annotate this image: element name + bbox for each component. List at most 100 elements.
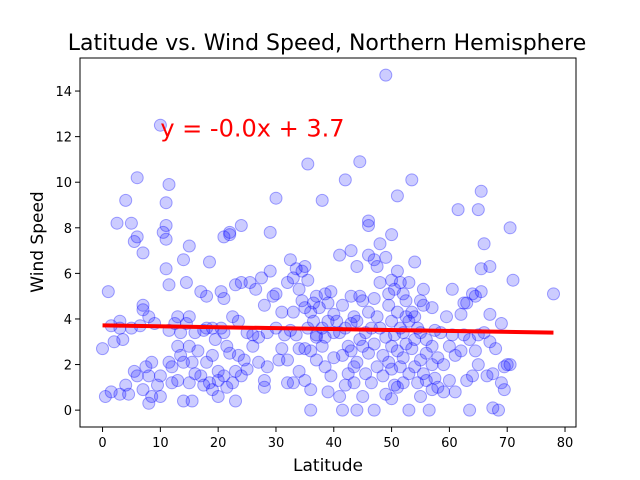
data-point [416,298,430,312]
data-point [503,358,517,372]
data-point [318,330,332,344]
data-point [182,339,196,353]
data-point [281,376,294,390]
data-point [127,235,141,248]
data-point [260,360,274,374]
data-point [153,118,167,132]
data-point [463,333,477,346]
data-point [370,260,384,273]
data-point [194,285,208,299]
data-point [312,301,326,315]
data-point [304,403,318,417]
data-point [385,362,399,376]
data-point [188,367,202,381]
data-point [431,351,445,365]
data-point [362,346,375,360]
data-point [223,225,237,239]
data-point [301,157,315,171]
data-point [408,310,422,324]
data-point [145,355,159,369]
data-point [457,296,471,310]
data-point [396,376,410,390]
data-point [237,353,251,367]
data-point [298,301,312,315]
data-point [408,333,422,346]
data-point [414,353,427,367]
data-point [205,383,219,397]
data-point [425,383,439,397]
data-point [437,385,451,399]
data-point [159,196,173,210]
data-point [162,355,176,369]
data-point [416,282,430,296]
data-point [333,390,347,403]
data-point [442,374,456,387]
data-point [373,276,387,289]
data-point [252,330,266,344]
data-point [177,253,190,267]
data-point [191,344,205,358]
y-axis-label: Wind Speed [28,191,48,292]
data-point [338,173,352,187]
data-point [165,360,179,374]
data-point [448,385,462,399]
data-point [419,346,433,360]
data-point [275,305,289,319]
data-point [341,339,355,353]
data-point [327,351,341,365]
y-tick-label: 14 [55,85,72,100]
data-point [156,225,170,239]
data-point [390,380,404,394]
data-point [119,378,133,392]
data-point [451,203,465,217]
data-point [388,378,401,392]
data-point [307,296,320,310]
data-point [200,355,214,369]
data-point [425,301,439,315]
data-point [116,333,130,346]
y-tick-label: 12 [55,131,72,146]
data-point [240,362,254,376]
data-point [182,310,196,324]
data-point [393,276,407,289]
data-point [205,348,219,362]
data-point [419,374,433,387]
data-point [263,225,277,239]
data-point [362,219,375,232]
data-point [353,333,367,346]
data-point [203,376,216,390]
data-point [295,294,309,308]
x-tick-label: 0 [98,436,106,451]
data-point [416,367,430,381]
data-point [130,171,144,185]
y-tick-label: 10 [55,176,72,191]
data-point [379,68,393,82]
data-point [217,292,231,305]
data-point [275,342,289,356]
data-point [489,342,503,356]
data-point [136,303,150,317]
data-point [471,358,485,372]
data-point [402,314,416,328]
data-point [159,219,173,232]
data-point [151,378,164,392]
data-point [364,376,378,390]
data-point [385,392,399,406]
data-point [466,287,479,301]
data-point [220,339,234,353]
data-point [494,317,508,330]
data-point [318,360,332,374]
data-point [217,230,231,244]
data-point [231,314,245,328]
data-point [350,355,364,369]
data-point [422,403,436,417]
data-point [309,353,323,367]
data-point [442,339,456,353]
data-point [130,369,144,383]
data-point [234,219,248,232]
data-point [298,374,312,387]
data-point [211,374,225,387]
data-point [437,358,451,372]
data-point [425,358,439,372]
data-point [492,403,505,417]
